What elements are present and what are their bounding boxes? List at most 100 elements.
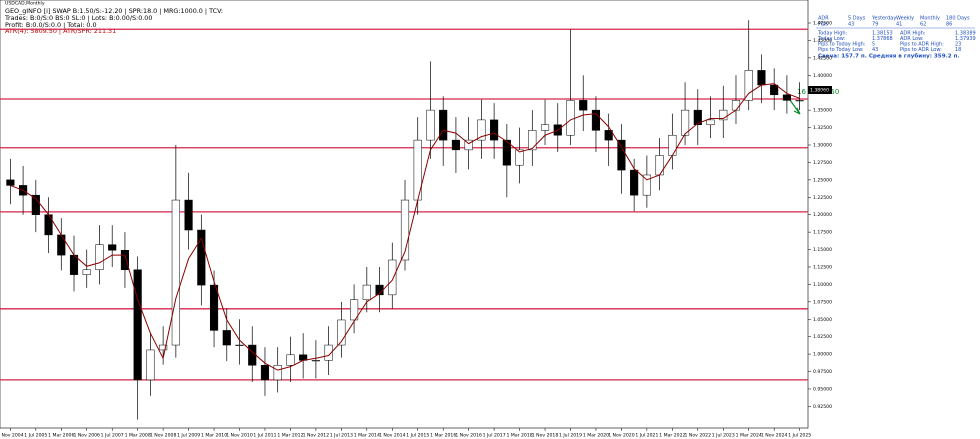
x-tick-label: 1 Jul 2017 bbox=[483, 433, 506, 439]
candle-body bbox=[591, 109, 601, 131]
candle-body bbox=[680, 109, 690, 136]
y-tick-label: 1.15000 bbox=[813, 247, 832, 253]
y-tick-label: 1.40000 bbox=[813, 73, 832, 79]
y-tick-label: 0.95000 bbox=[813, 386, 832, 392]
y-tick-label: 1.10000 bbox=[813, 282, 832, 288]
x-tick-label: 1 Nov 2014 bbox=[379, 433, 406, 439]
candle-body bbox=[324, 344, 333, 361]
candle-body bbox=[770, 84, 779, 96]
x-tick-label: 1 Mar 2018 bbox=[506, 433, 532, 439]
candle-body bbox=[260, 365, 270, 381]
candle-body bbox=[400, 199, 410, 261]
y-tick-label: 1.02500 bbox=[813, 334, 832, 340]
candle-body bbox=[159, 344, 168, 351]
y-tick-label: 1.27500 bbox=[813, 160, 832, 166]
arrow bbox=[789, 99, 801, 115]
x-tick-label: 1 Jul 2013 bbox=[330, 433, 353, 439]
x-tick-label: 1 Mar 2012 bbox=[277, 433, 303, 439]
x-tick-label: 1 Mar 2006 bbox=[48, 433, 74, 439]
candle-body bbox=[209, 284, 219, 331]
adr-header: 180 Days bbox=[946, 16, 970, 22]
y-tick-label: 1.45000 bbox=[813, 38, 832, 44]
y-tick-label: 1.07500 bbox=[813, 299, 832, 305]
candle-body bbox=[362, 284, 371, 300]
candle-body bbox=[439, 109, 448, 141]
y-tick-label: 0.97500 bbox=[813, 369, 832, 375]
y-tick-label: 1.32500 bbox=[813, 125, 832, 131]
candle-body bbox=[82, 269, 91, 275]
candle-body bbox=[451, 139, 460, 151]
adr-cell: ADR Low: bbox=[900, 36, 924, 42]
info-line: GEO_gINFO [i] SWAP B:1.50/S:-12.20 | SPR… bbox=[5, 7, 223, 15]
candle-body bbox=[248, 344, 257, 366]
x-tick-label: 1 Mar 2024 bbox=[736, 433, 762, 439]
candle-body bbox=[273, 365, 282, 381]
candle-body bbox=[388, 259, 397, 296]
adr-pips: 41 bbox=[896, 22, 902, 28]
candle-body bbox=[490, 119, 499, 141]
adr-cell: Pips to ADR Low: bbox=[900, 47, 942, 53]
atr-line: ATR(4): 5809.50 | ATR/SPR: 211.31 bbox=[5, 27, 116, 35]
y-tick-label: 0.92500 bbox=[813, 404, 832, 410]
candle-body bbox=[133, 269, 142, 381]
x-tick-label: 1 Nov 2024 bbox=[761, 433, 788, 439]
y-tick-label: 1.22500 bbox=[813, 195, 832, 201]
adr-header: 5 Days bbox=[848, 16, 866, 22]
candle-body bbox=[668, 134, 677, 156]
adr-table: ADR 5 Days Yesterday Weekly Monthly 180 Days P… bbox=[816, 16, 976, 60]
adr-pips: 62 bbox=[920, 22, 926, 28]
y-tick-label: 1.37500 bbox=[813, 90, 832, 96]
candle-body bbox=[630, 169, 639, 196]
y-tick-label: 1.35000 bbox=[813, 108, 832, 114]
adr-cell: Pips to Today High: bbox=[818, 42, 866, 48]
candle-body bbox=[464, 139, 473, 151]
info-line: Profit: B:0.0/S:0.0 | Total: 0.0 bbox=[5, 21, 97, 29]
adr-cell: 1.37939 bbox=[955, 36, 976, 42]
adr-pips: 79 bbox=[872, 22, 878, 28]
candle-body bbox=[477, 119, 486, 141]
candle-body bbox=[579, 100, 588, 111]
candle-body bbox=[502, 139, 511, 166]
candle-body bbox=[235, 344, 244, 346]
candle-body bbox=[706, 119, 715, 126]
candle-body bbox=[120, 249, 130, 271]
x-tick-label: 1 Nov 2006 bbox=[73, 433, 100, 439]
candle-body bbox=[655, 155, 664, 176]
candle-body bbox=[311, 360, 320, 362]
candle-body bbox=[515, 149, 524, 166]
x-tick-label: 1 Jul 2005 bbox=[24, 433, 47, 439]
price-box bbox=[808, 86, 832, 94]
adr-cell: Today High: bbox=[817, 31, 848, 37]
candle-body bbox=[782, 94, 791, 101]
adr-cell: Today Low: bbox=[817, 36, 846, 42]
candle-body bbox=[528, 130, 537, 151]
symbol: USDCAD,Monthly bbox=[5, 1, 45, 7]
adr-cell: 23 bbox=[955, 42, 961, 48]
x-tick-label: 1 Nov 2022 bbox=[685, 433, 712, 439]
candle-body bbox=[642, 174, 651, 196]
candle-body bbox=[337, 319, 346, 346]
candle-body bbox=[222, 330, 231, 346]
x-tick-label: 1 Jul 2011 bbox=[253, 433, 276, 439]
adr-pips: 86 bbox=[946, 22, 952, 28]
candle-body bbox=[744, 70, 753, 101]
candle-body bbox=[566, 100, 575, 136]
y-tick-label: 1.42500 bbox=[813, 55, 832, 61]
x-tick-label: 1 Mar 2020 bbox=[583, 433, 609, 439]
adr-cell: Pips to ADR High: bbox=[900, 42, 944, 48]
candle-body bbox=[6, 179, 15, 186]
candle-body bbox=[171, 199, 180, 346]
candle-body bbox=[350, 299, 359, 321]
x-tick-label: 1 Jul 2015 bbox=[406, 433, 429, 439]
x-tick-label: 1 Jul 2025 bbox=[788, 433, 811, 439]
adr-cell: 1.38153 bbox=[872, 31, 893, 37]
y-tick-label: 1.00000 bbox=[813, 352, 832, 358]
adr-cell: 1.38389 bbox=[955, 31, 976, 37]
x-tick-label: 1 Nov 2016 bbox=[455, 433, 482, 439]
x-tick-label: 1 Jul 2023 bbox=[712, 433, 735, 439]
x-tick-label: 1 Mar 2016 bbox=[430, 433, 456, 439]
x-tick-label: 1 Nov 2018 bbox=[532, 433, 559, 439]
adr-cell: 1.37868 bbox=[872, 36, 893, 42]
y-tick-label: 1.20000 bbox=[813, 212, 832, 218]
candle-body bbox=[108, 244, 117, 251]
